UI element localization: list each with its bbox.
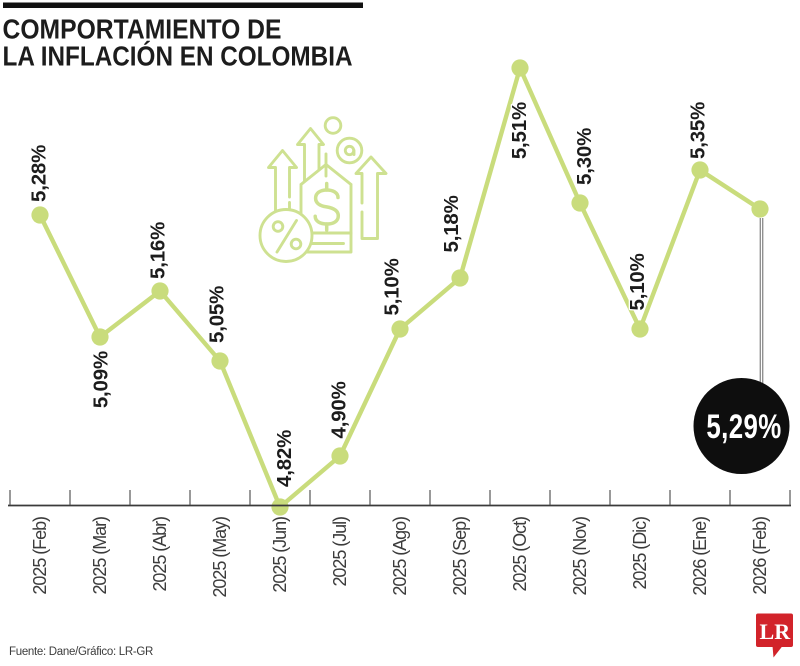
svg-text:5,16%: 5,16% [147,222,170,279]
svg-text:LR: LR [760,619,792,644]
svg-text:2025 (Jun): 2025 (Jun) [270,517,290,593]
svg-text:2025 (Abr): 2025 (Abr) [150,517,170,592]
svg-text:2025 (May): 2025 (May) [210,517,230,598]
svg-text:2026 (Feb): 2026 (Feb) [750,517,770,595]
svg-text:5,10%: 5,10% [626,253,649,310]
svg-text:5,30%: 5,30% [573,128,596,185]
svg-text:5,28%: 5,28% [28,145,51,202]
svg-text:2025 (Sep): 2025 (Sep) [450,517,470,596]
svg-text:2025 (Mar): 2025 (Mar) [90,517,110,595]
svg-text:4,82%: 4,82% [273,430,296,487]
svg-text:2025 (Nov): 2025 (Nov) [570,517,590,596]
svg-text:5,09%: 5,09% [90,351,113,408]
svg-text:2026 (Ene): 2026 (Ene) [690,517,710,596]
svg-text:2025 (Feb): 2025 (Feb) [30,517,50,595]
svg-text:2025 (Ago): 2025 (Ago) [390,517,410,596]
svg-text:LA INFLACIÓN EN COLOMBIA: LA INFLACIÓN EN COLOMBIA [3,41,353,72]
svg-text:5,18%: 5,18% [440,195,463,252]
svg-text:COMPORTAMIENTO DE: COMPORTAMIENTO DE [3,14,282,45]
svg-text:5,29%: 5,29% [706,409,781,446]
svg-text:5,05%: 5,05% [206,286,229,343]
svg-text:4,90%: 4,90% [328,381,351,438]
svg-text:Fuente: Dane/Gráfico: LR-GR: Fuente: Dane/Gráfico: LR-GR [9,646,153,658]
svg-text:5,10%: 5,10% [381,258,404,315]
svg-text:2025 (Jul): 2025 (Jul) [330,517,350,587]
svg-text:2025 (Dic): 2025 (Dic) [630,517,650,590]
svg-text:2025 (Oct): 2025 (Oct) [510,517,530,592]
svg-text:5,51%: 5,51% [508,102,531,159]
svg-text:5,35%: 5,35% [687,102,710,159]
